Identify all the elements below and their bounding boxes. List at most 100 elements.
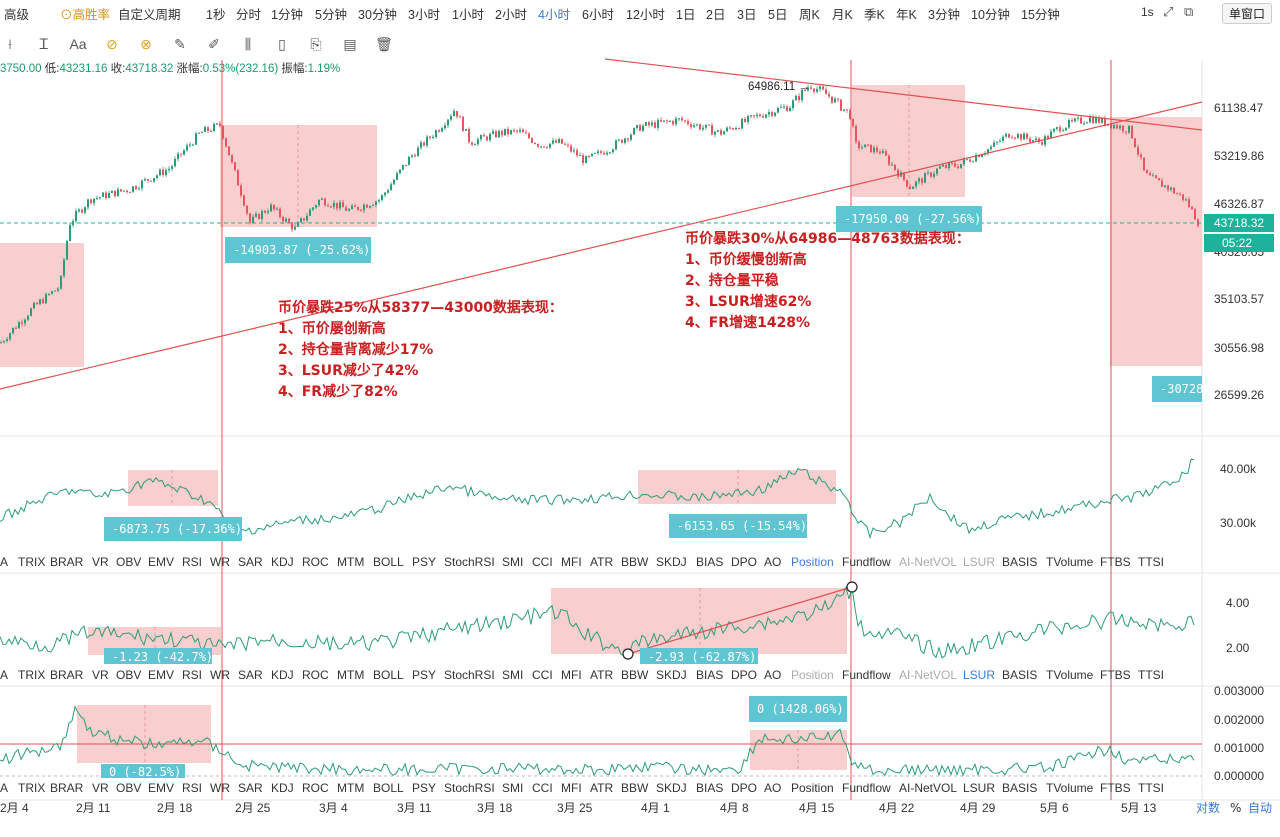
indicator-psy[interactable]: PSY	[412, 781, 437, 795]
period-3[interactable]: 1秒	[206, 7, 226, 22]
indicator-bbw[interactable]: BBW	[621, 668, 649, 682]
text-icon[interactable]: Ꮖ	[39, 35, 49, 52]
period-16[interactable]: 3日	[737, 7, 757, 22]
period-17[interactable]: 5日	[768, 7, 788, 22]
indicator-stochrsi[interactable]: StochRSI	[444, 781, 495, 795]
indicator-brar[interactable]: BRAR	[50, 555, 84, 569]
indicator-lsur[interactable]: LSUR	[963, 668, 996, 682]
indicator-a[interactable]: A	[0, 781, 9, 795]
indicator-stochrsi[interactable]: StochRSI	[444, 555, 495, 569]
indicator-trix[interactable]: TRIX	[18, 668, 46, 682]
indicator-basis[interactable]: BASIS	[1002, 781, 1038, 795]
indicator-mfi[interactable]: MFI	[561, 781, 582, 795]
pattern-icon[interactable]: ⊗	[140, 35, 152, 52]
refresh-rate-label[interactable]: 1s	[1141, 5, 1154, 19]
indicator-position[interactable]: Position	[791, 555, 834, 569]
indicator-brar[interactable]: BRAR	[50, 781, 84, 795]
font-icon[interactable]: Aa	[69, 36, 87, 52]
period-23[interactable]: 10分钟	[971, 7, 1010, 22]
indicator-wr[interactable]: WR	[210, 555, 230, 569]
indicator-skdj[interactable]: SKDJ	[656, 781, 687, 795]
indicator-mtm[interactable]: MTM	[337, 668, 365, 682]
indicator-ai-netvol[interactable]: AI-NetVOL	[899, 668, 958, 682]
brush-icon[interactable]: ✐	[208, 35, 220, 52]
indicator-brar[interactable]: BRAR	[50, 668, 84, 682]
indicator-rsi[interactable]: RSI	[182, 781, 203, 795]
indicator-boll[interactable]: BOLL	[373, 555, 404, 569]
indicator-bias[interactable]: BIAS	[696, 555, 724, 569]
period-14[interactable]: 1日	[676, 7, 696, 22]
window-mode-dropdown[interactable]: 单窗口	[1221, 3, 1272, 24]
period-7[interactable]: 30分钟	[358, 7, 397, 22]
bookmark-icon[interactable]: ⎘	[310, 35, 322, 52]
period-0[interactable]: 高级	[4, 7, 30, 22]
period-19[interactable]: 月K	[832, 7, 853, 22]
fullscreen-icon[interactable]: ⤢	[1163, 4, 1174, 19]
period-5[interactable]: 1分钟	[271, 7, 303, 22]
period-9[interactable]: 1小时	[452, 7, 484, 22]
indicator-ao[interactable]: AO	[764, 555, 782, 569]
period-8[interactable]: 3小时	[408, 7, 440, 22]
indicator-kdj[interactable]: KDJ	[271, 555, 294, 569]
period-12[interactable]: 6小时	[582, 7, 614, 22]
indicator-tvolume[interactable]: TVolume	[1046, 668, 1094, 682]
period-1[interactable]: ⊙高胜率	[60, 7, 111, 22]
indicator-tvolume[interactable]: TVolume	[1046, 781, 1094, 795]
indicator-ao[interactable]: AO	[764, 781, 782, 795]
indicator-ao[interactable]: AO	[764, 668, 782, 682]
cursor-icon[interactable]: ⟊	[8, 35, 12, 52]
indicator-psy[interactable]: PSY	[412, 555, 437, 569]
indicator-basis[interactable]: BASIS	[1002, 668, 1038, 682]
indicator-lsur[interactable]: LSUR	[963, 555, 996, 569]
indicator-vr[interactable]: VR	[92, 555, 109, 569]
indicator-dpo[interactable]: DPO	[731, 781, 758, 795]
indicator-emv[interactable]: EMV	[148, 781, 175, 795]
indicator-boll[interactable]: BOLL	[373, 781, 404, 795]
indicator-rsi[interactable]: RSI	[182, 555, 203, 569]
measure-icon[interactable]: ⊘	[106, 35, 118, 52]
period-18[interactable]: 周K	[799, 7, 820, 22]
indicator-ttsi[interactable]: TTSI	[1138, 555, 1164, 569]
indicator-sar[interactable]: SAR	[238, 781, 263, 795]
indicator-vr[interactable]: VR	[92, 668, 109, 682]
period-13[interactable]: 12小时	[626, 7, 665, 22]
indicator-fundflow[interactable]: Fundflow	[842, 668, 891, 682]
axis-control-0[interactable]: 对数	[1196, 800, 1220, 815]
indicator-kdj[interactable]: KDJ	[271, 668, 294, 682]
indicator-skdj[interactable]: SKDJ	[656, 668, 687, 682]
indicator-obv[interactable]: OBV	[116, 781, 142, 795]
indicator-atr[interactable]: ATR	[590, 781, 614, 795]
indicator-ftbs[interactable]: FTBS	[1100, 555, 1131, 569]
indicator-stochrsi[interactable]: StochRSI	[444, 668, 495, 682]
indicator-position[interactable]: Position	[791, 668, 834, 682]
indicator-bias[interactable]: BIAS	[696, 668, 724, 682]
period-11[interactable]: 4小时	[538, 7, 570, 22]
indicator-trix[interactable]: TRIX	[18, 555, 46, 569]
indicator-sar[interactable]: SAR	[238, 668, 263, 682]
indicator-kdj[interactable]: KDJ	[271, 781, 294, 795]
indicator-ttsi[interactable]: TTSI	[1138, 781, 1164, 795]
pen-icon[interactable]: ✎	[174, 35, 186, 52]
indicator-bias[interactable]: BIAS	[696, 781, 724, 795]
indicator-roc[interactable]: ROC	[302, 555, 329, 569]
indicator-ftbs[interactable]: FTBS	[1100, 781, 1131, 795]
period-10[interactable]: 2小时	[495, 7, 527, 22]
indicator-bbw[interactable]: BBW	[621, 555, 649, 569]
candle-icon[interactable]: ⫼	[244, 35, 252, 52]
period-15[interactable]: 2日	[706, 7, 726, 22]
indicator-trix[interactable]: TRIX	[18, 781, 46, 795]
indicator-wr[interactable]: WR	[210, 781, 230, 795]
indicator-obv[interactable]: OBV	[116, 555, 142, 569]
period-20[interactable]: 季K	[864, 7, 885, 22]
indicator-dpo[interactable]: DPO	[731, 668, 758, 682]
indicator-tvolume[interactable]: TVolume	[1046, 555, 1094, 569]
indicator-mfi[interactable]: MFI	[561, 555, 582, 569]
period-2[interactable]: 自定义周期	[118, 7, 181, 22]
indicator-smi[interactable]: SMI	[502, 668, 524, 682]
indicator-fundflow[interactable]: Fundflow	[842, 781, 891, 795]
period-21[interactable]: 年K	[896, 7, 917, 22]
indicator-mtm[interactable]: MTM	[337, 781, 365, 795]
indicator-emv[interactable]: EMV	[148, 668, 175, 682]
axis-control-2[interactable]: 自动	[1248, 801, 1272, 815]
